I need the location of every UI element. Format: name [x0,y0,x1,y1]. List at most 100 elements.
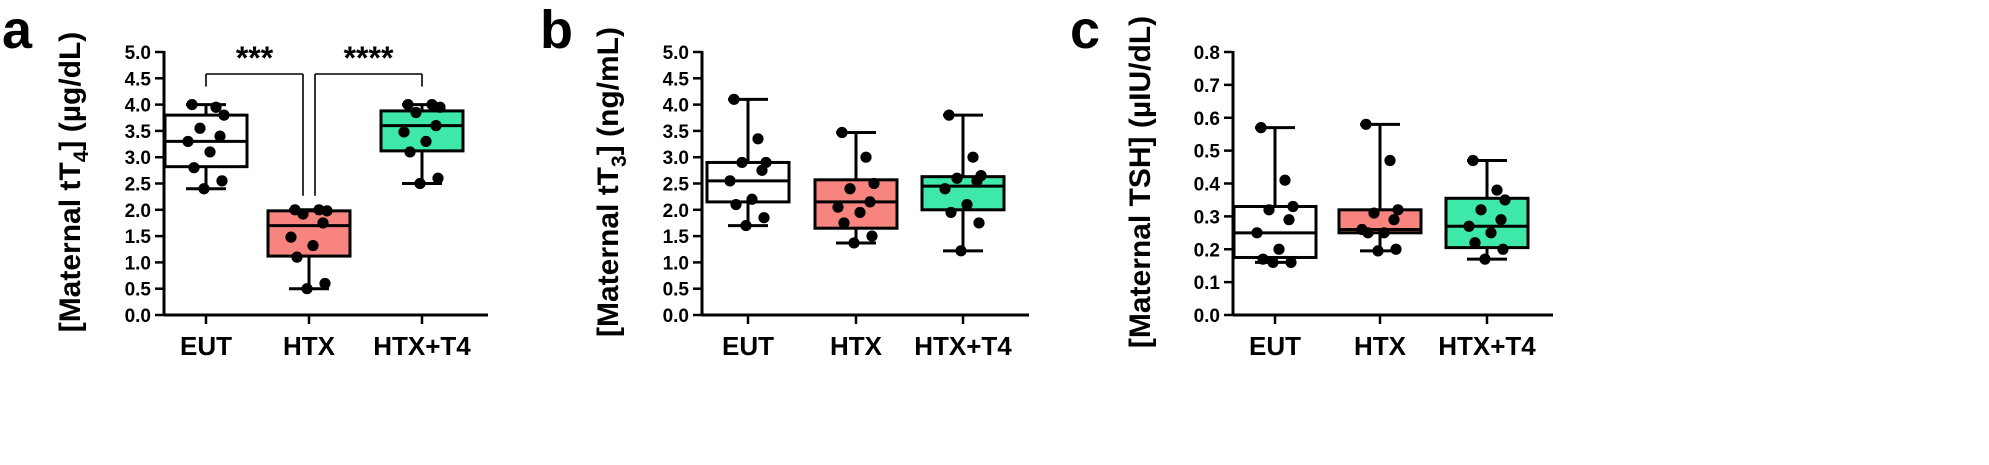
data-point [1273,243,1285,255]
y-axis-label-b-part-2: ] (ng/mL) [592,27,625,155]
y-tick-label: 3.0 [663,148,689,169]
y-tick-label: 4.5 [663,69,690,90]
y-tick-label: 3.5 [125,122,152,143]
data-point [1390,243,1402,255]
data-point [204,146,216,158]
data-point [730,198,742,211]
data-point [285,231,297,243]
y-axis-label-a: [Maternal tT4] (µg/dL) [54,32,93,333]
data-point [216,175,228,187]
data-point [1463,220,1475,232]
y-axis-label-b-part-1: [Maternal tT [592,167,625,337]
data-point [404,146,416,158]
x-category-label: EUT [722,331,774,361]
data-point [866,230,878,242]
y-axis-label-c: [Maternal TSH] (µIU/dL) [1124,16,1157,348]
data-point [214,130,226,142]
y-tick-label: 0.3 [1194,207,1220,228]
data-point [410,106,422,119]
data-point [961,198,973,211]
data-point [758,212,770,224]
y-axis-label-c-part-1: [Maternal TSH] (µIU/dL) [1124,16,1157,348]
x-category-label: HTX [1354,331,1407,361]
data-point [1491,184,1503,196]
y-tick-label: 1.0 [125,253,151,274]
data-point [844,183,856,195]
panel-b: b [Maternal tT3] (ng/mL) 0.0 0.5 1.0 1.5 2.0… [540,0,1029,361]
data-point [836,126,848,139]
x-category-label: HTX+T4 [373,331,471,361]
data-point [951,172,963,184]
box-iqr [1444,196,1530,250]
data-point [1362,227,1374,239]
data-point [434,101,446,113]
significance-label: **** [344,40,394,76]
y-tick-label: 4.5 [125,69,152,90]
y-axis-label-a-subscript: 4 [70,150,93,162]
data-point [752,133,764,145]
data-point [1263,204,1275,216]
data-point [317,217,329,229]
plot-area-b: 0.0 0.5 1.0 1.5 2.0 2.5 3.0 3.5 4.0 4.5 5.0 EUT HTX H… [663,43,1029,361]
data-point [291,251,303,263]
data-point [832,201,844,213]
panel-a: a [Maternal tT4] (µg/dL) 0.0 0.5 1.0 1.5 2.0… [2,0,488,361]
plot-area-c: 0.0 0.1 0.2 0.3 0.4 0.5 0.6 0.7 0.8 EUT HTX HTX+T4 [1194,43,1553,361]
y-tick-label: 5.0 [125,43,151,64]
y-tick-label: 2.5 [125,175,152,196]
data-point [1469,237,1481,249]
data-point [430,120,442,132]
data-point [182,135,194,148]
data-point [868,177,880,190]
data-point [218,109,230,121]
data-point [414,177,426,190]
data-point [854,206,866,219]
y-tick-label: 1.5 [663,227,690,248]
data-point [319,277,331,290]
x-category-label: HTX+T4 [914,331,1012,361]
data-point [1279,174,1291,186]
data-point [297,208,309,220]
y-tick-label: 0.5 [663,280,690,301]
data-point [210,101,222,113]
data-point [188,162,200,174]
x-category-label: HTX [830,331,883,361]
data-point [864,196,876,208]
y-tick-label: 0.0 [663,306,689,327]
y-tick-label: 0.7 [1194,76,1220,97]
data-point [1257,253,1269,265]
data-point [1388,214,1400,226]
data-point [939,183,951,195]
y-axis-label-b: [Maternal tT3] (ng/mL) [592,27,631,337]
y-tick-label: 3.0 [125,148,151,169]
data-point [1495,214,1507,226]
data-point [943,109,955,121]
y-tick-label: 0.8 [1194,43,1220,64]
y-tick-label: 0.0 [125,306,151,327]
data-point [848,237,860,249]
data-point [756,164,768,176]
data-point [1267,256,1279,268]
data-point [186,99,198,111]
y-axis-label-a-part-1: [Maternal tT [54,162,87,332]
y-tick-label: 2.0 [663,201,689,222]
data-point [724,175,736,187]
data-point [860,151,872,163]
x-category-label: EUT [1249,331,1301,361]
data-point [198,183,210,195]
y-tick-label: 3.5 [663,122,690,143]
y-tick-label: 4.0 [125,96,151,117]
box-iqr [813,178,899,230]
y-tick-label: 0.0 [1194,306,1220,327]
plot-area-a: 0.0 0.5 1.0 1.5 2.0 2.5 3.0 3.5 4.0 4.5 5.0 EUT HTX H… [125,40,488,361]
y-tick-label: 0.6 [1194,109,1220,130]
data-point [746,193,758,205]
y-tick-label: 0.1 [1194,273,1221,294]
y-tick-label: 0.5 [1194,142,1221,163]
data-point [1479,253,1491,265]
data-point [1285,256,1297,268]
data-point [1255,122,1267,134]
y-tick-label: 1.0 [663,253,689,274]
data-point [398,126,410,138]
